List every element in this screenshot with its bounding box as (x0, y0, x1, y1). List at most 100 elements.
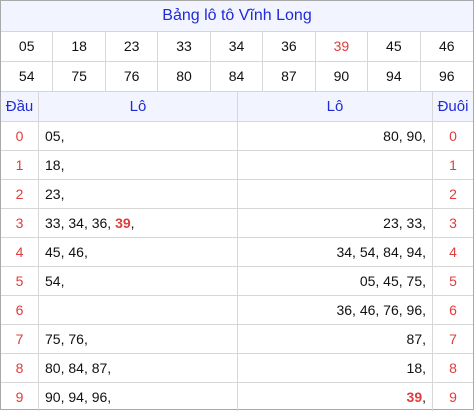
lo-number: 46 (68, 244, 84, 260)
lo-number: 96 (406, 302, 423, 318)
table-row: 7 75, 76, 87, 7 (1, 325, 473, 354)
lo-number: 45 (383, 273, 399, 289)
lo-left-cell: 05, (39, 122, 238, 150)
lo-number: 76 (383, 302, 399, 318)
number-cell: 18 (53, 32, 106, 62)
duoi-index: 0 (449, 128, 457, 144)
number-cell: 34 (210, 32, 264, 62)
dau-index: 6 (1, 296, 39, 324)
number-cell: 84 (210, 62, 264, 92)
lo-right-cell: 87, (238, 325, 433, 353)
lo-number: 84 (383, 244, 399, 260)
lo-number: 84 (68, 360, 84, 376)
lo-right-cell: 39, (238, 383, 433, 411)
lo-number: 94 (406, 244, 423, 260)
lo-right-cell: 05, 45, 75, (238, 267, 433, 295)
number-cell: 39 (315, 32, 369, 62)
number-cell: 90 (315, 62, 369, 92)
number-grid: 05 18 23 33 34 36 39 45 46 54 75 76 80 84 87 90 94 96 (1, 32, 473, 92)
lo-left-cell: 33, 34, 36, 39, (39, 209, 238, 237)
lo-number: 18 (406, 360, 423, 376)
lo-right-cell: 18, (238, 354, 433, 382)
duoi-index: 1 (449, 157, 457, 173)
number-cell: 33 (158, 32, 211, 62)
lo-left-cell: 90, 94, 96, (39, 383, 238, 411)
table-row: 0 05, 80, 90, 0 (1, 122, 473, 151)
table-row: 9 90, 94, 96, 39, 9 (1, 383, 473, 411)
number-cell: 94 (368, 62, 421, 92)
number-cell: 96 (420, 62, 473, 92)
lo-number: 18 (45, 157, 61, 173)
dau-index: 2 (1, 180, 39, 208)
lo-number: 33 (45, 215, 61, 231)
lo-right-cell: 36, 46, 76, 96, (238, 296, 433, 324)
lo-right-cell (238, 151, 433, 179)
number-cell: 36 (263, 32, 316, 62)
table-row: 1 18, 1 (1, 151, 473, 180)
lo-number: 54 (45, 273, 61, 289)
lo-number: 46 (359, 302, 376, 318)
lo-number: 34 (336, 244, 353, 260)
lo-number: 05 (359, 273, 376, 289)
lo-number: 34 (68, 215, 84, 231)
lo-number: 39 (406, 389, 423, 405)
lo-number: 23 (383, 215, 399, 231)
duoi-index: 4 (449, 244, 457, 260)
duoi-index: 7 (449, 331, 457, 347)
duoi-index: 3 (449, 215, 457, 231)
number-cell: 23 (105, 32, 159, 62)
lo-number: 80 (383, 128, 399, 144)
lo-left-cell: 23, (39, 180, 238, 208)
lo-number: 23 (45, 186, 61, 202)
lo-number: 45 (45, 244, 61, 260)
lo-number: 75 (45, 331, 61, 347)
dau-index: 8 (1, 354, 39, 382)
lo-right-cell: 34, 54, 84, 94, (238, 238, 433, 266)
lo-number: 90 (406, 128, 423, 144)
lo-number: 80 (45, 360, 61, 376)
lo-left-cell (39, 296, 238, 324)
number-cell: 54 (1, 62, 54, 92)
table-row: 5 54, 05, 45, 75, 5 (1, 267, 473, 296)
table-header: Đầu Lô Lô Đuôi (1, 92, 473, 122)
duoi-index: 8 (449, 360, 457, 376)
header-duoi: Đuôi (437, 98, 469, 115)
duoi-index: 6 (449, 302, 457, 318)
lo-number: 39 (115, 215, 131, 231)
number-cell: 76 (105, 62, 159, 92)
lo-number: 05 (45, 128, 61, 144)
lo-number: 75 (406, 273, 423, 289)
number-cell: 05 (1, 32, 54, 62)
table-row: 2 23, 2 (1, 180, 473, 209)
lo-number: 36 (336, 302, 353, 318)
duoi-index: 2 (449, 186, 457, 202)
dau-index: 9 (1, 383, 39, 411)
dau-index: 0 (1, 122, 39, 150)
lo-left-cell: 80, 84, 87, (39, 354, 238, 382)
table-body: 0 05, 80, 90, 0 1 18, 1 2 23, 2 3 33, 34, 36, 3… (1, 122, 473, 411)
lo-number: 94 (68, 389, 84, 405)
dau-index: 4 (1, 238, 39, 266)
lo-left-cell: 45, 46, (39, 238, 238, 266)
lo-number: 90 (45, 389, 61, 405)
lo-number: 87 (91, 360, 108, 376)
lo-number: 76 (68, 331, 84, 347)
table-row: 6 36, 46, 76, 96, 6 (1, 296, 473, 325)
table-row: 8 80, 84, 87, 18, 8 (1, 354, 473, 383)
lo-number: 54 (359, 244, 376, 260)
dau-index: 1 (1, 151, 39, 179)
number-cell: 80 (158, 62, 211, 92)
number-cell: 75 (53, 62, 106, 92)
duoi-index: 9 (449, 389, 457, 405)
dau-index: 3 (1, 209, 39, 237)
table-row: 3 33, 34, 36, 39, 23, 33, 3 (1, 209, 473, 238)
dau-index: 5 (1, 267, 39, 295)
header-lo-right: Lô (238, 92, 433, 121)
number-cell: 45 (368, 32, 421, 62)
lo-left-cell: 54, (39, 267, 238, 295)
number-cell: 46 (420, 32, 473, 62)
dau-index: 7 (1, 325, 39, 353)
number-cell: 87 (263, 62, 316, 92)
lo-left-cell: 18, (39, 151, 238, 179)
